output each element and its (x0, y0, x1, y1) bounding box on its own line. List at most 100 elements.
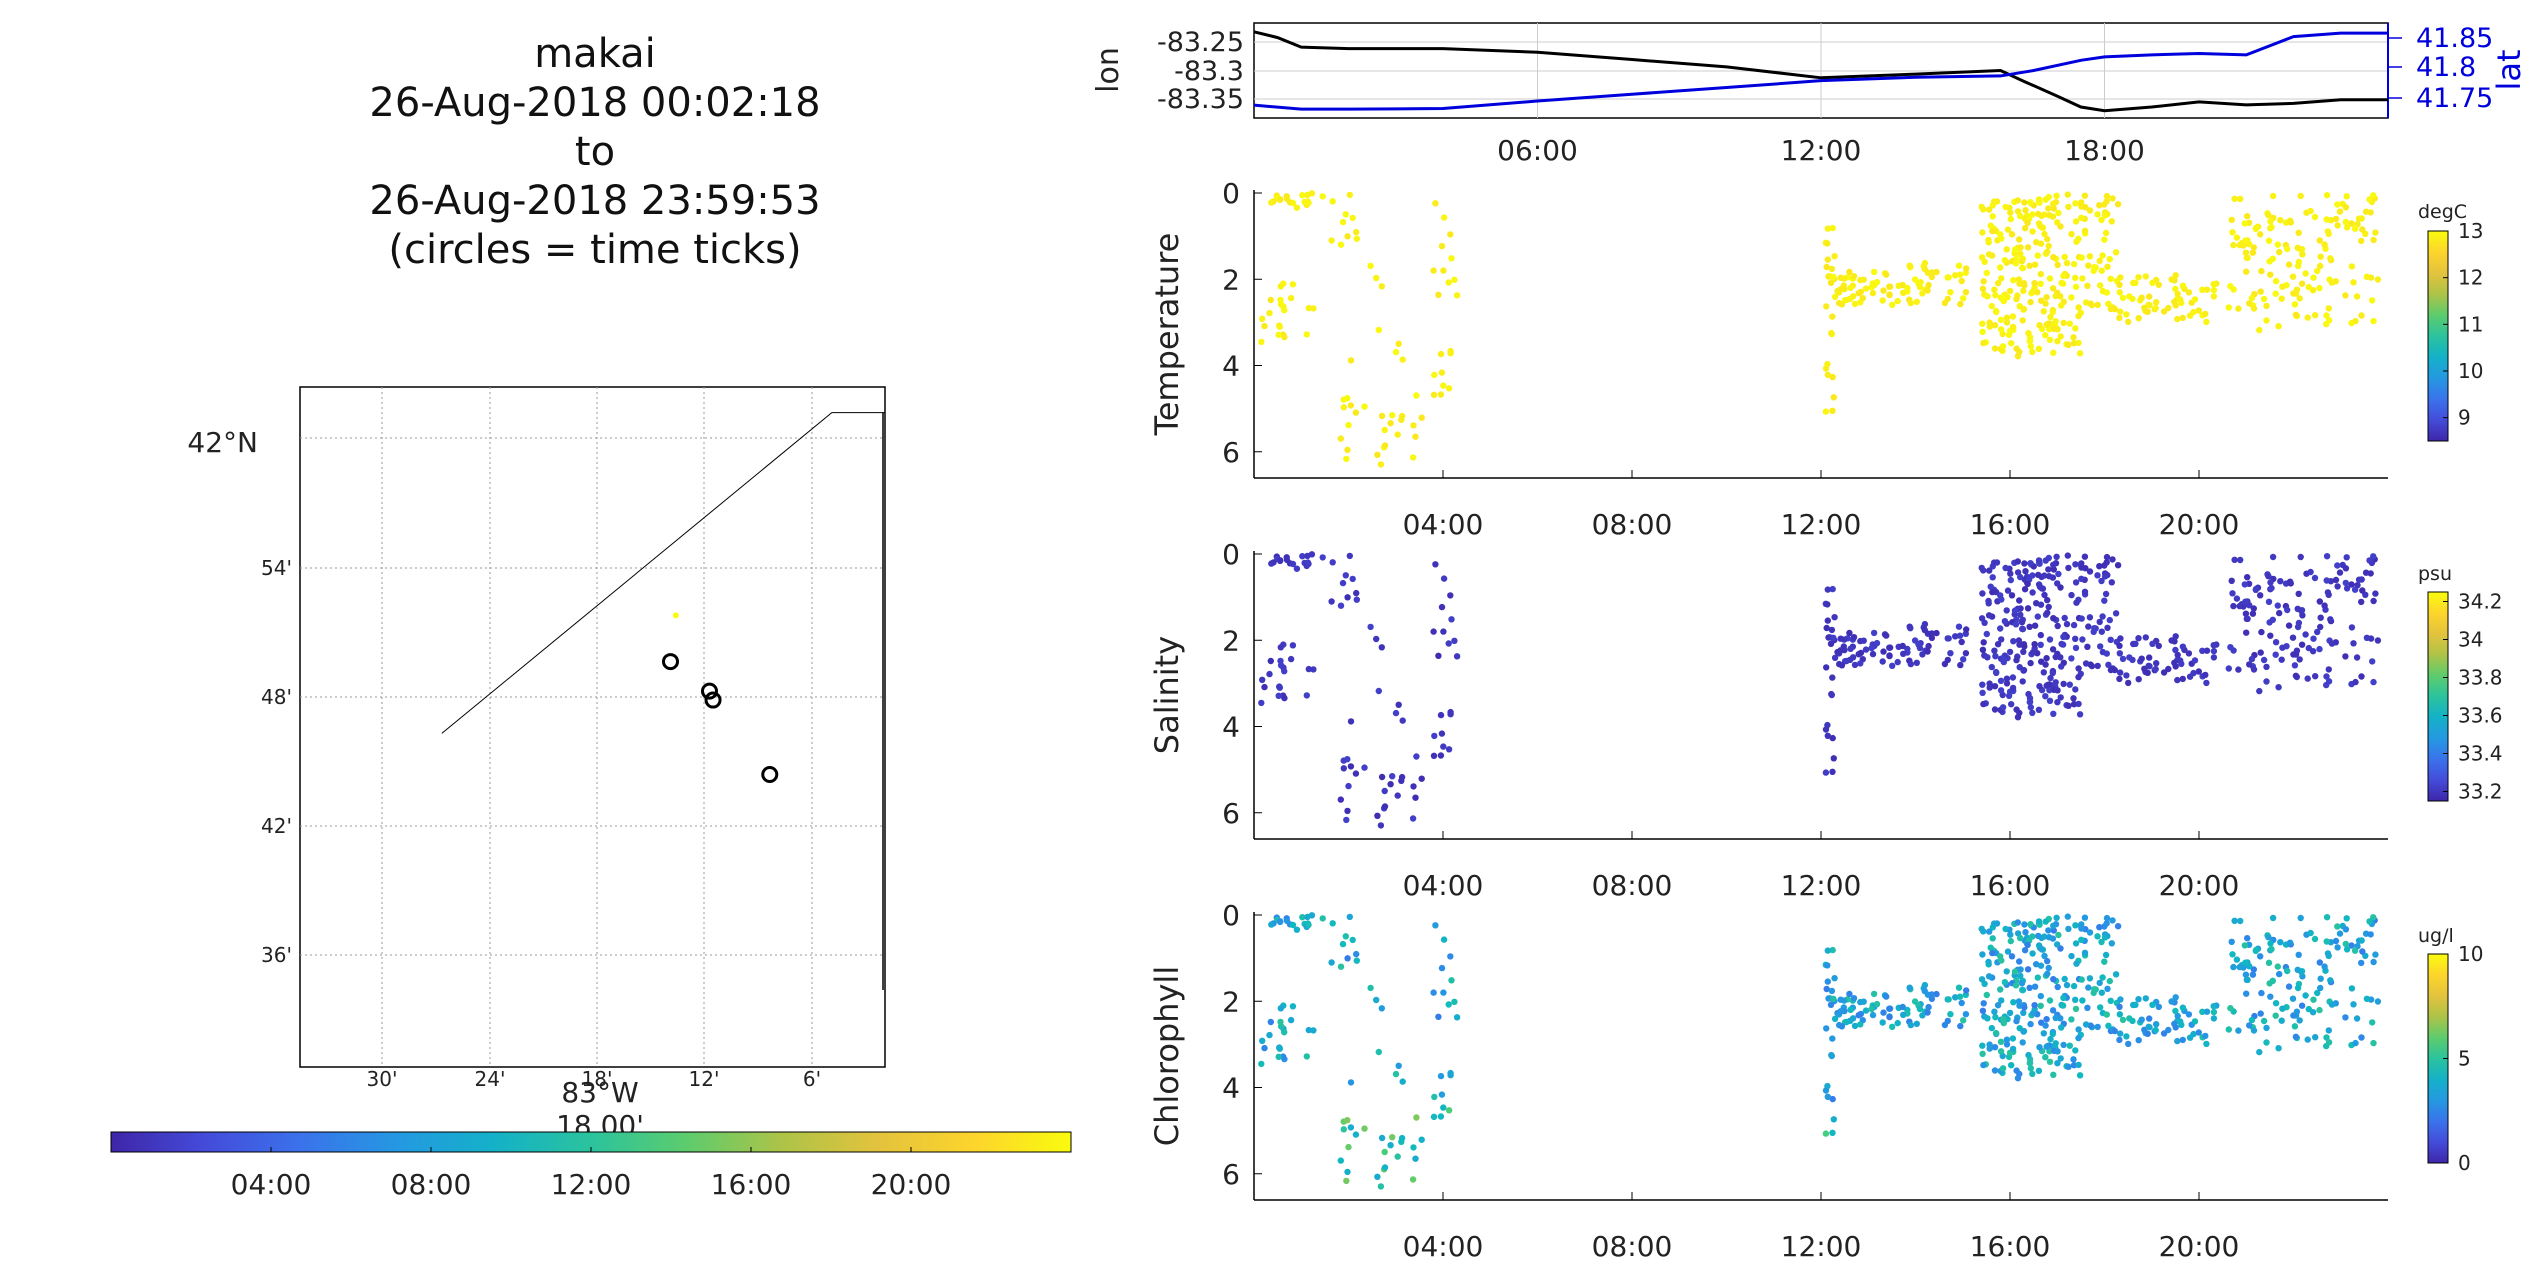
salinity-data-point (1410, 783, 1417, 790)
salinity-data-point (2243, 629, 2250, 636)
temperature-data-point (2104, 263, 2111, 270)
chlorophyll-data-point (2185, 1011, 2193, 1018)
temperature-data-point (1991, 286, 1998, 293)
salinity-data-point (2323, 673, 2330, 680)
chlorophyll-data-point (2009, 1035, 2017, 1042)
chlorophyll-data-point (2342, 1014, 2349, 1021)
chlorophyll-data-point (1346, 913, 1354, 921)
chlorophyll-data-point (2343, 915, 2350, 922)
chlorophyll-data-point (2116, 1036, 2123, 1044)
salinity-data-point (2317, 614, 2324, 621)
chlorophyll-data-point (2037, 992, 2045, 1000)
salinity-data-point (1399, 717, 1406, 724)
temperature-data-point (2037, 280, 2044, 287)
chlorophyll-data-point (2275, 1045, 2282, 1052)
chlorophyll-data-point (2328, 1001, 2336, 1008)
salinity-data-point (2037, 631, 2045, 639)
salinity-data-point (2269, 616, 2276, 623)
salinity-data-point (2033, 600, 2040, 607)
temperature-data-point (2342, 218, 2349, 226)
salinity-data-point (2199, 647, 2206, 654)
salinity-data-point (1837, 647, 1844, 654)
salinity-data-point (2292, 672, 2300, 679)
chlorophyll-data-point (2019, 1039, 2026, 1046)
temperature-data-point (2323, 216, 2330, 223)
chlorophyll-data-point (2152, 1026, 2159, 1034)
salinity-data-point (1345, 782, 1352, 790)
temperature-data-point (2236, 241, 2243, 249)
salinity-data-point (1267, 657, 1275, 665)
chlorophyll-data-point (2250, 966, 2257, 973)
temperature-data-point (2358, 237, 2365, 245)
salinity-data-point (1913, 659, 1921, 666)
temperature-data-point (1862, 285, 1870, 292)
chlorophyll-data-point (1986, 928, 1993, 935)
salinity-data-point (2125, 679, 2132, 687)
chlorophyll-data-point (2304, 1036, 2311, 1043)
temperature-data-point (1847, 284, 1854, 291)
salinity-data-point (2060, 680, 2067, 688)
salinity-data-point (1983, 630, 1991, 638)
temperature-data-point (2168, 276, 2175, 283)
chlorophyll-data-point (1822, 1087, 1830, 1094)
salinity-data-point (1823, 664, 1830, 671)
temperature-data-point (2295, 229, 2302, 236)
temperature-data-point (1827, 279, 1835, 286)
chlorophyll-data-point (1999, 1065, 2007, 1072)
chlorophyll-data-point (2073, 960, 2080, 967)
chlorophyll-data-point (1377, 1183, 1385, 1190)
salinity-data-point (2068, 591, 2075, 599)
temperature-data-point (1377, 461, 1385, 468)
temperature-colorbar-tick-label: 11 (2458, 312, 2483, 336)
chlorophyll-data-point (1437, 1113, 1445, 1120)
temperature-data-point (2178, 299, 2185, 307)
temperature-data-point (2054, 219, 2061, 226)
temperature-data-point (2045, 205, 2052, 212)
chlorophyll-data-point (1435, 1013, 1442, 1020)
chlorophyll-data-point (2351, 947, 2359, 954)
chlorophyll-data-point (2031, 1002, 2038, 1009)
temperature-data-point (2210, 286, 2218, 294)
salinity-data-point (2045, 603, 2052, 611)
temperature-data-point (2292, 311, 2300, 318)
temperature-data-point (1924, 287, 1931, 294)
chlorophyll-data-point (2117, 996, 2124, 1003)
salinity-data-point (2307, 568, 2314, 576)
chlorophyll-data-point (2045, 964, 2052, 972)
chlorophyll-data-point (1997, 1048, 2005, 1055)
salinity-data-point (2029, 589, 2036, 596)
temperature-data-point (2298, 280, 2306, 287)
temperature-y-tick-label: 2 (1222, 263, 1240, 296)
temperature-data-point (2369, 297, 2376, 304)
salinity-colorbar-tick-label: 34 (2458, 628, 2483, 652)
temperature-data-point (2244, 213, 2251, 220)
salinity-data-point (2370, 553, 2377, 560)
chlorophyll-data-point (2052, 1040, 2059, 1047)
temperature-data-point (1319, 193, 1326, 200)
salinity-data-point (2065, 702, 2072, 709)
salinity-data-point (2272, 639, 2280, 646)
temperature-data-point (2055, 209, 2062, 217)
lat-tick-label: 41.75 (2416, 83, 2493, 114)
chlorophyll-data-point (1870, 990, 1878, 998)
chlorophyll-data-point (1451, 998, 1458, 1005)
salinity-data-point (1980, 567, 1987, 574)
salinity-data-point (2106, 616, 2113, 624)
salinity-data-point (2086, 568, 2094, 575)
temperature-data-point (2291, 301, 2299, 308)
temperature-data-point (1956, 271, 1964, 278)
salinity-data-point (1277, 557, 1284, 564)
temperature-data-point (2007, 215, 2015, 223)
temperature-data-point (2072, 218, 2080, 225)
salinity-data-point (2041, 591, 2048, 599)
chlorophyll-data-point (2242, 959, 2249, 966)
salinity-data-point (2243, 615, 2250, 623)
temperature-data-point (2094, 301, 2101, 309)
temperature-data-point (2022, 207, 2029, 214)
salinity-data-point (1437, 752, 1445, 759)
chlorophyll-data-point (2274, 963, 2281, 970)
track-point (672, 612, 679, 619)
temperature-data-point (2252, 224, 2260, 232)
salinity-data-point (1344, 807, 1351, 815)
chlorophyll-data-point (2257, 953, 2264, 960)
